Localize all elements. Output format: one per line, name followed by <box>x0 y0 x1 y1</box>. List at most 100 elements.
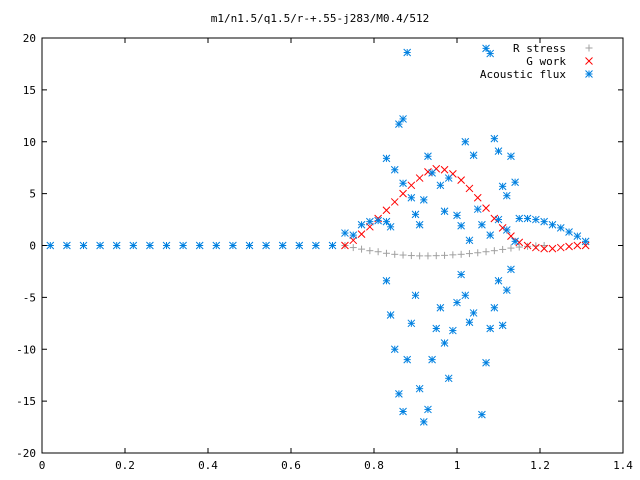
data-point <box>457 221 466 230</box>
data-point <box>573 241 582 250</box>
x-tick-label: 0 <box>39 459 46 472</box>
data-point <box>469 151 478 160</box>
data-point <box>449 251 457 259</box>
data-point <box>386 222 395 231</box>
data-point <box>556 224 565 232</box>
data-point <box>507 265 515 274</box>
data-point <box>358 245 366 253</box>
data-point <box>494 215 503 224</box>
data-point <box>415 220 424 229</box>
data-point <box>424 405 432 414</box>
data-point <box>490 134 499 143</box>
data-point <box>465 250 473 258</box>
data-point <box>278 241 287 250</box>
x-tick-label: 0.2 <box>115 459 135 472</box>
x-tick-label: 1.2 <box>530 459 550 472</box>
y-tick-label: -20 <box>16 447 36 460</box>
data-point <box>428 355 436 364</box>
series-2 <box>46 44 590 426</box>
legend-label: R stress <box>513 42 566 55</box>
data-point <box>465 318 474 327</box>
x-tick-label: 0.4 <box>198 459 218 472</box>
data-point <box>399 115 407 123</box>
data-point <box>382 217 391 226</box>
data-point <box>540 217 549 226</box>
data-point <box>341 229 349 237</box>
data-point <box>411 210 420 219</box>
data-point <box>407 319 416 328</box>
data-point <box>382 276 391 285</box>
data-point <box>440 165 449 174</box>
data-point <box>195 241 204 250</box>
data-point <box>415 384 424 393</box>
data-point <box>112 241 121 250</box>
chart-title: m1/n1.5/q1.5/r-+.55-j283/M0.4/512 <box>211 12 430 25</box>
data-point <box>415 174 424 182</box>
data-point <box>441 251 449 259</box>
data-point <box>407 252 415 260</box>
data-point <box>436 181 445 190</box>
data-point <box>482 44 490 53</box>
data-point <box>548 244 557 253</box>
data-point <box>511 178 519 187</box>
legend-marker <box>585 70 593 78</box>
data-point <box>540 244 549 253</box>
data-point <box>494 276 503 285</box>
data-point <box>399 189 407 198</box>
data-point <box>312 241 320 250</box>
data-point <box>419 195 428 204</box>
data-point <box>573 232 582 241</box>
data-point <box>461 137 470 146</box>
data-point <box>424 152 432 161</box>
data-point <box>390 345 399 354</box>
data-point <box>424 252 432 260</box>
data-point <box>482 248 490 256</box>
data-point <box>473 193 482 202</box>
x-tick-label: 1.4 <box>613 459 633 472</box>
y-tick-label: 20 <box>23 32 36 45</box>
data-point <box>96 241 104 250</box>
data-point <box>374 216 383 225</box>
data-point <box>457 250 465 258</box>
data-point <box>469 309 478 317</box>
y-tick-label: 0 <box>29 240 36 253</box>
data-point <box>507 244 515 252</box>
data-point <box>453 211 461 220</box>
legend-label: Acoustic flux <box>480 68 566 81</box>
data-marks <box>46 44 590 426</box>
data-point <box>474 249 482 257</box>
data-point <box>473 205 482 214</box>
data-point <box>502 226 511 234</box>
data-point <box>365 217 374 226</box>
data-point <box>565 228 573 236</box>
data-point <box>349 244 357 252</box>
x-tick-label: 1 <box>454 459 461 472</box>
y-tick-label: 5 <box>29 188 36 201</box>
data-point <box>502 286 511 294</box>
data-point <box>507 152 515 161</box>
data-point <box>403 355 412 364</box>
data-point <box>531 243 540 252</box>
data-point <box>515 214 524 223</box>
data-point <box>457 270 466 279</box>
data-point <box>390 198 399 206</box>
data-point <box>146 241 154 250</box>
data-point <box>407 193 416 202</box>
legend-marker <box>585 44 593 52</box>
data-point <box>556 243 565 252</box>
data-point <box>515 243 523 251</box>
data-point <box>395 120 403 128</box>
data-point <box>328 241 337 250</box>
data-point <box>531 215 540 224</box>
data-point <box>478 410 486 419</box>
data-point <box>179 241 187 250</box>
data-point <box>444 174 453 182</box>
data-point <box>382 154 391 163</box>
data-point <box>490 247 498 255</box>
data-point <box>482 204 490 213</box>
data-point <box>498 321 507 330</box>
data-point <box>245 241 254 250</box>
data-point <box>399 407 407 416</box>
